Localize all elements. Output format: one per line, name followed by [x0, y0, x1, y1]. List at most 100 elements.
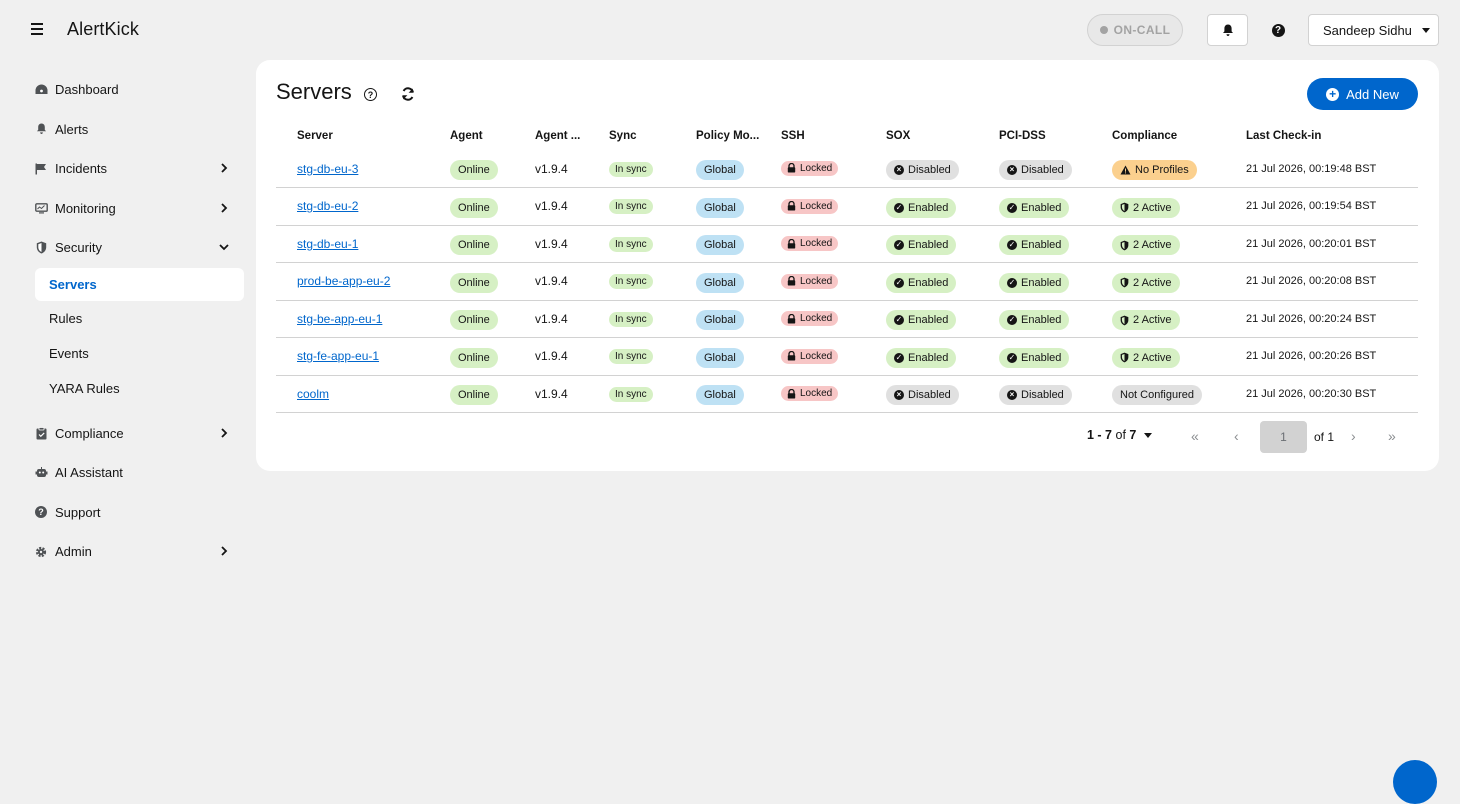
column-header[interactable]: Sync [609, 130, 637, 142]
table-row[interactable]: coolm Online v1.9.4 In sync Global Locke… [276, 375, 1418, 413]
server-link[interactable]: stg-fe-app-eu-1 [297, 349, 380, 364]
table-row[interactable]: stg-fe-app-eu-1 Online v1.9.4 In sync Gl… [276, 337, 1418, 376]
table-row[interactable]: stg-db-eu-3 Online v1.9.4 In sync Global… [276, 150, 1418, 188]
sidebar-item-incidents[interactable]: Incidents [0, 149, 255, 189]
user-menu-button[interactable]: Sandeep Sidhu [1308, 14, 1439, 46]
sidebar-item-monitoring[interactable]: Monitoring [0, 189, 255, 229]
ssh-badge: Locked [781, 160, 839, 176]
column-header[interactable]: Compliance [1112, 130, 1178, 142]
last-page-icon[interactable]: » [1388, 428, 1396, 444]
column-header[interactable]: Agent [450, 130, 483, 142]
sidebar-item-security[interactable]: Security [0, 228, 255, 268]
badge-label: Locked [800, 275, 833, 287]
table-row[interactable]: stg-db-eu-2 Online v1.9.4 In sync Global… [276, 187, 1418, 226]
sox-status-badge: ✓ Enabled [886, 272, 957, 293]
policy-cell: Global [675, 337, 760, 376]
version-cell: v1.9.4 [514, 225, 588, 263]
prev-page-icon[interactable]: ‹ [1234, 428, 1239, 444]
add-new-button[interactable]: + Add New [1307, 78, 1418, 110]
sidebar-item-compliance[interactable]: Compliance [0, 414, 255, 454]
policy-cell: Global [675, 225, 760, 263]
servers-card: Servers ? + Add New Server Agent Agent ...… [256, 60, 1439, 471]
compliance-cell: No Profiles [1091, 150, 1225, 188]
version-cell: v1.9.4 [514, 187, 588, 226]
ssh-badge: Locked [781, 348, 839, 364]
policy-cell: Global [675, 187, 760, 226]
chevron-right-icon[interactable] [219, 427, 229, 438]
plus-circle-icon: + [1326, 87, 1340, 101]
sync-cell: In sync [588, 300, 675, 338]
notifications-button[interactable] [1207, 14, 1248, 46]
badge-label: 2 Active [1133, 314, 1172, 327]
sidebar-item-label: Support [55, 504, 101, 520]
pci-status-badge: ✓ Enabled [999, 347, 1070, 368]
compliance-badge: 2 Active [1112, 272, 1180, 293]
app-name: AlertKick [67, 19, 139, 39]
help-button[interactable]: ? [1264, 14, 1292, 46]
server-link[interactable]: coolm [297, 386, 330, 401]
page-number-input[interactable]: 1 [1260, 421, 1307, 453]
chevron-right-icon[interactable] [219, 202, 229, 213]
badge-label: 2 Active [1133, 276, 1172, 289]
sidebar-item-support[interactable]: ? Support [0, 493, 255, 533]
servers-table: Server Agent Agent ... Sync Policy Mo... SSH S… [276, 122, 1418, 413]
sidebar-subitem-events[interactable]: Events [49, 345, 89, 361]
column-header[interactable]: SOX [886, 130, 911, 142]
on-call-toggle[interactable]: ON-CALL [1087, 14, 1183, 46]
page-count-label: of 1 [1314, 430, 1335, 444]
server-link[interactable]: stg-db-eu-3 [297, 161, 359, 176]
next-page-icon[interactable]: › [1351, 428, 1356, 444]
pci-status-badge: ✓ Enabled [999, 272, 1070, 293]
badge-label: Enabled [1021, 351, 1062, 364]
server-link[interactable]: stg-db-eu-1 [297, 236, 359, 251]
sidebar-item-alerts[interactable]: Alerts [0, 110, 255, 150]
sidebar-item-admin[interactable]: Admin [0, 532, 255, 572]
question-circle-icon[interactable]: ? [364, 88, 377, 101]
column-header[interactable]: Server [297, 130, 333, 142]
server-cell: stg-fe-app-eu-1 [276, 337, 429, 376]
first-page-icon[interactable]: « [1191, 428, 1199, 444]
table-row[interactable]: stg-be-app-eu-1 Online v1.9.4 In sync Gl… [276, 300, 1418, 338]
agent-cell: Online [429, 262, 514, 301]
ssh-cell: Locked [760, 375, 865, 413]
column-header[interactable]: PCI-DSS [999, 130, 1046, 142]
agent-status-badge: Online [450, 272, 498, 293]
badge-label: Enabled [908, 314, 949, 327]
pagination-count[interactable]: 1 - 7 of 7 [1087, 428, 1153, 442]
policy-cell: Global [675, 150, 760, 188]
column-header[interactable]: Policy Mo... [696, 130, 760, 142]
agent-cell: Online [429, 375, 514, 413]
agent-cell: Online [429, 225, 514, 263]
chevron-down-icon[interactable] [219, 242, 229, 252]
sync-badge: In sync [609, 311, 653, 327]
policy-badge: Global [696, 310, 744, 331]
ssh-badge: Locked [781, 236, 839, 251]
checkin-cell: 21 Jul 2026, 00:20:30 BST [1225, 375, 1418, 413]
sidebar-subitem-servers[interactable]: Servers [35, 267, 244, 301]
server-cell: stg-db-eu-2 [276, 187, 429, 226]
pagination-total: 7 [1129, 428, 1137, 442]
sync-badge: In sync [609, 386, 653, 402]
floating-action-button[interactable] [1393, 760, 1437, 804]
server-link[interactable]: prod-be-app-eu-2 [297, 274, 391, 289]
chevron-right-icon[interactable] [219, 546, 229, 556]
hamburger-menu-icon[interactable] [28, 20, 48, 40]
server-link[interactable]: stg-be-app-eu-1 [297, 311, 383, 326]
chevron-right-icon[interactable] [219, 163, 229, 173]
refresh-icon[interactable] [400, 86, 416, 102]
sidebar-subitem-yara-rules[interactable]: YARA Rules [49, 380, 120, 396]
gear-icon [34, 545, 48, 559]
server-link[interactable]: stg-db-eu-2 [297, 199, 359, 214]
table-row[interactable]: prod-be-app-eu-2 Online v1.9.4 In sync G… [276, 262, 1418, 301]
sidebar-item-ai-assistant[interactable]: AI Assistant [0, 453, 255, 493]
column-header[interactable]: Agent ... [535, 130, 581, 142]
column-header[interactable]: Last Check-in [1246, 130, 1322, 142]
lock-icon [787, 388, 796, 398]
policy-cell: Global [675, 300, 760, 338]
sidebar-item-dashboard[interactable]: Dashboard [0, 70, 255, 110]
sidebar-subitem-rules[interactable]: Rules [49, 310, 83, 326]
policy-badge: Global [696, 272, 744, 293]
pci-status-badge: ✓ Enabled [999, 235, 1070, 256]
table-row[interactable]: stg-db-eu-1 Online v1.9.4 In sync Global… [276, 225, 1418, 263]
column-header[interactable]: SSH [781, 130, 805, 142]
